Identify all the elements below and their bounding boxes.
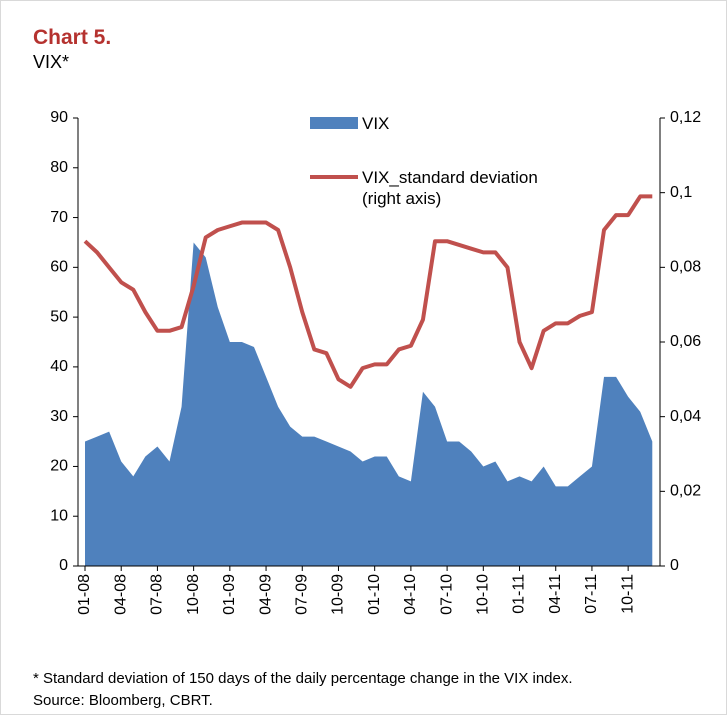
legend-line: VIX (362, 114, 389, 133)
x-tick-label: 01-09 (221, 574, 238, 615)
y-tick-label: 0 (59, 557, 68, 574)
legend-label: VIX (362, 114, 389, 133)
y-tick-label: 50 (50, 308, 68, 325)
y2-tick-label: 0 (670, 557, 679, 574)
x-tick-label: 04-08 (112, 574, 129, 615)
x-tick-label: 07-08 (149, 574, 166, 615)
source: Source: Bloomberg, CBRT. (33, 692, 213, 709)
x-tick-label: 04-10 (402, 574, 419, 615)
x-tick-label: 10-10 (475, 574, 492, 615)
y-tick-label: 30 (50, 408, 68, 425)
y-tick-label: 70 (50, 209, 68, 226)
x-tick-label: 07-11 (583, 574, 600, 614)
x-tick-label: 04-09 (257, 574, 274, 615)
x-tick-label: 04-11 (547, 574, 564, 614)
y-tick-label: 90 (50, 109, 68, 126)
x-tick-label: 07-09 (293, 574, 310, 615)
y2-tick-label: 0,12 (670, 109, 701, 126)
y2-tick-label: 0,02 (670, 483, 701, 500)
y-tick-label: 80 (50, 159, 68, 176)
legend-line: (right axis) (362, 189, 441, 208)
legend-line: VIX_standard deviation (362, 168, 538, 187)
y-tick-label: 20 (50, 458, 68, 475)
stddev-line (83, 194, 653, 389)
x-tick-label: 10-08 (185, 574, 202, 615)
x-tick-label: 10-11 (619, 574, 636, 614)
x-tick-label: 01-10 (366, 574, 383, 615)
y-tick-label: 60 (50, 259, 68, 276)
legend-label: VIX_standard deviation (right axis) (362, 168, 538, 208)
chart-subtitle: VIX* (33, 52, 69, 72)
x-tick-label: 01-11 (511, 574, 528, 614)
y-tick-label: 40 (50, 358, 68, 375)
footnote: * Standard deviation of 150 days of the … (33, 670, 573, 687)
legend-swatch (310, 117, 358, 129)
vix-area (85, 242, 653, 566)
y-tick-label: 10 (50, 507, 68, 524)
x-tick-label: 07-10 (438, 574, 455, 615)
chart-title: Chart 5. (33, 26, 111, 49)
y2-tick-label: 0,04 (670, 408, 701, 425)
y2-tick-label: 0,1 (670, 184, 692, 201)
x-tick-label: 01-08 (76, 574, 93, 615)
x-tick-label: 10-09 (330, 574, 347, 615)
y2-tick-label: 0,06 (670, 333, 701, 350)
y2-tick-label: 0,08 (670, 259, 701, 276)
